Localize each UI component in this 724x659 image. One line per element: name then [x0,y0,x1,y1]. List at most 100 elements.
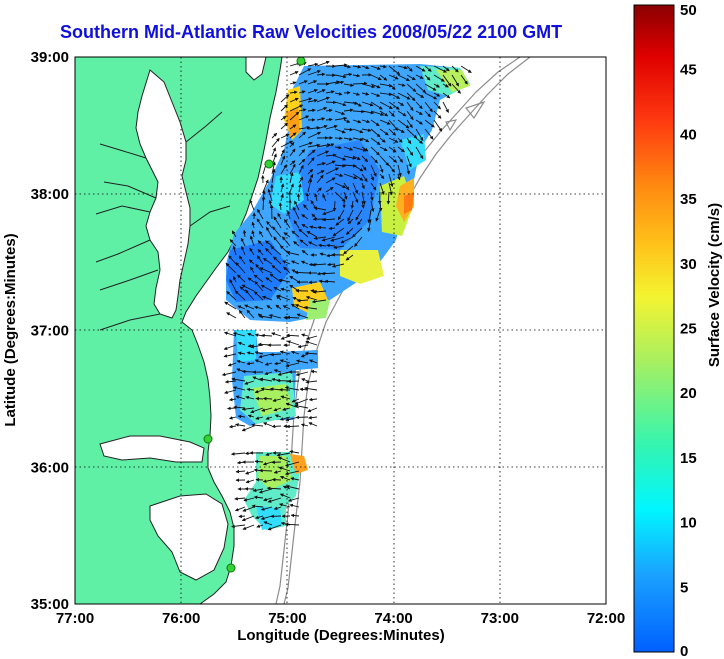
vector-arrow [287,340,300,346]
vector-arrow [232,245,237,256]
vector-arrow [267,188,273,202]
vector-arrow [279,350,291,355]
vector-arrow [311,299,327,304]
vector-arrow [249,235,255,247]
vector-arrow [280,395,291,400]
vector-arrow [316,162,326,166]
vector-arrow [280,193,284,202]
vector-arrow [433,119,443,132]
vector-arrow [308,415,318,420]
vector-arrow [261,195,266,211]
vector-arrow [254,359,264,364]
vector-arrow [251,504,264,508]
vector-arrow [352,137,364,142]
vector-arrow [289,90,298,95]
vector-arrow [242,524,255,530]
vector-arrow [245,395,255,400]
bay-tributaries [95,111,231,331]
vector-arrow [370,182,377,191]
vector-arrow [355,209,363,221]
vector-arrow [231,377,246,382]
vector-arrow [352,65,362,69]
vector-arrow [229,239,237,247]
vector-arrow [325,143,335,148]
vector-arrow [406,137,412,145]
vector-arrow [370,164,377,177]
vector-arrow [257,208,264,220]
vector-arrow [280,115,287,121]
vector-arrow [248,259,255,265]
vector-arrow [294,200,300,211]
vector-arrow [451,65,459,73]
x-tick-label: 72:00 [587,610,625,627]
vector-arrow [406,83,417,92]
vector-arrow [293,220,300,229]
vector-arrow [233,275,237,283]
vector-arrow [294,270,309,275]
vector-arrow [379,137,386,143]
vector-arrow [241,284,255,292]
vector-arrow [325,160,336,166]
vector-arrow [332,227,345,237]
vector-arrow [433,110,442,119]
vector-arrow [309,225,318,229]
vector-arrow [265,240,273,247]
vector-arrow [246,361,255,366]
vector-arrow [235,469,246,474]
vector-arrow [298,115,310,121]
vector-arrow [284,386,300,391]
delaware-bay [245,57,267,81]
vector-arrow [253,274,264,283]
vector-arrow [249,247,255,256]
y-tick-labels: 39:00 38:00 37:00 36:00 35:00 [31,49,69,613]
vector-arrow [307,89,318,94]
vector-arrow [293,241,300,247]
vector-arrow [262,257,273,265]
vector-arrow [370,191,374,201]
vector-arrow [273,236,282,247]
vector-arrow [289,172,294,184]
vector-arrow [272,226,282,238]
vector-arrow [280,94,290,103]
vector-arrow [244,304,255,310]
vector-arrow [256,524,264,528]
land-mass [75,57,283,604]
vector-arrow [239,286,246,292]
vector-arrow [388,128,397,136]
vector-arrow [343,173,358,180]
vector-arrow [229,416,237,420]
vector-arrow [266,305,273,310]
vector-arrow [308,422,318,427]
vector-arrow [388,146,397,153]
vector-arrow [261,407,273,412]
vector-arrow [273,216,282,229]
vector-arrow [316,72,326,77]
vector-arrow [267,524,282,531]
vector-arrow [259,377,273,382]
vector-arrow [328,226,336,231]
vector-arrow [282,305,291,310]
vector-arrow [228,397,237,402]
vector-arrow [255,263,264,274]
vector-arrow [251,230,255,238]
vector-arrow [442,83,449,88]
vector-arrow [280,122,288,130]
vector-arrow [361,128,372,132]
vector-arrow [280,140,294,148]
vector-arrow [433,83,440,88]
x-tick-labels: 77:00 76:00 75:00 74:00 73:00 72:00 [56,610,625,627]
vector-arrow [334,116,348,121]
vector-arrow [325,117,333,122]
vector-arrow [289,81,297,85]
vector-arrow [361,146,369,152]
vector-arrow [298,125,311,130]
vector-arrow [300,423,309,427]
vector-arrow [415,119,423,125]
vector-arrow [352,146,367,152]
vector-arrow [334,80,345,85]
vector-arrow [337,209,345,221]
colorbar [633,4,675,653]
vector-arrow [240,245,246,256]
vector-arrow [289,132,297,139]
vector-arrow [245,470,255,475]
